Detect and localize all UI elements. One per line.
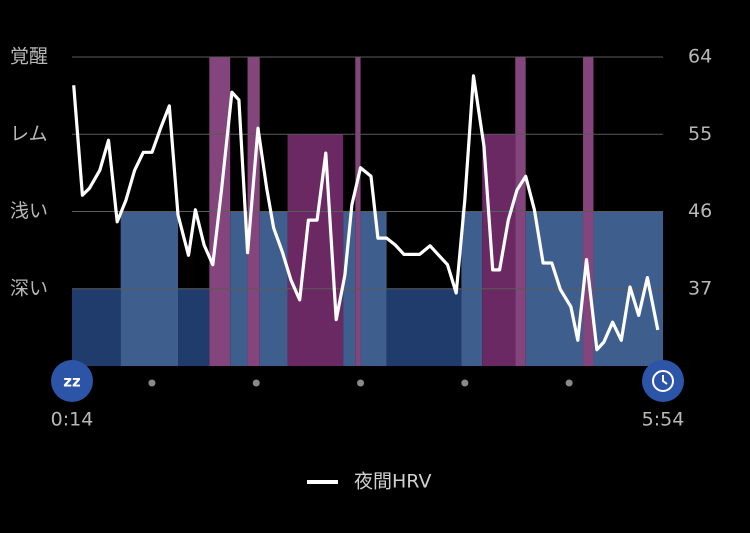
y-tick-label: 覚醒 bbox=[10, 46, 48, 68]
y2-tick-label: 37 bbox=[688, 277, 712, 299]
y2-tick-label: 55 bbox=[688, 123, 712, 145]
y2-tick-label: 46 bbox=[688, 200, 712, 222]
sleep-stage bbox=[482, 134, 516, 366]
x-tick-label: 5:54 bbox=[642, 409, 685, 431]
x-tick-dot bbox=[357, 379, 365, 387]
y2-tick-label: 64 bbox=[688, 46, 712, 68]
legend-label: 夜間HRV bbox=[354, 471, 431, 493]
y-tick-label: レム bbox=[10, 123, 48, 145]
start-icon: zz bbox=[51, 360, 93, 402]
y-tick-label: 深い bbox=[10, 277, 48, 299]
x-tick-label: 0:14 bbox=[51, 409, 94, 431]
x-tick-dot bbox=[461, 379, 469, 387]
end-icon bbox=[642, 360, 684, 402]
sleep-stage bbox=[178, 288, 210, 366]
x-tick-dot bbox=[565, 379, 573, 387]
sleep-stage bbox=[386, 288, 462, 366]
hrv-line bbox=[72, 74, 660, 352]
x-tick-dot bbox=[252, 379, 260, 387]
x-tick-dot bbox=[148, 379, 156, 387]
sleep-stage bbox=[287, 134, 344, 366]
y-tick-label: 浅い bbox=[10, 200, 48, 222]
svg-text:zz: zz bbox=[63, 373, 81, 391]
sleep-stage bbox=[72, 288, 121, 366]
